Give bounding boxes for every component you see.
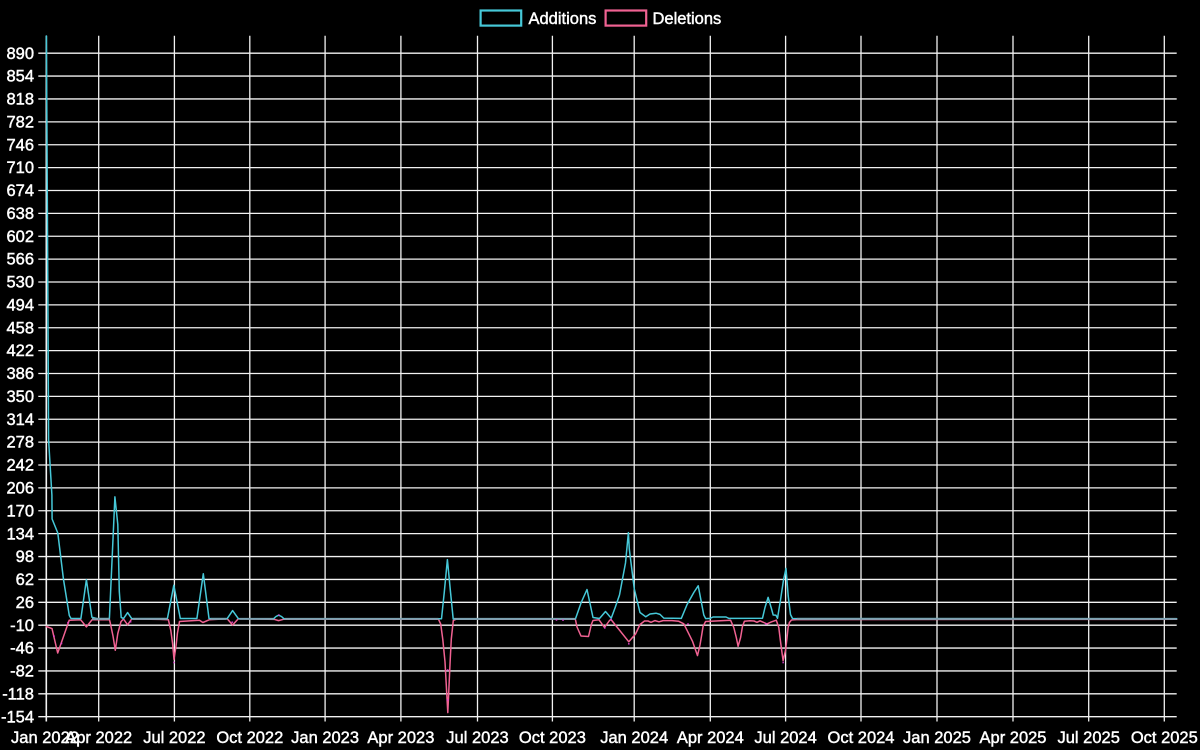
svg-text:Jan 2025: Jan 2025	[903, 729, 971, 747]
svg-text:Apr 2025: Apr 2025	[980, 729, 1047, 747]
svg-text:Oct 2025: Oct 2025	[1131, 729, 1198, 747]
svg-text:170: 170	[6, 502, 34, 520]
svg-text:458: 458	[6, 319, 34, 337]
svg-text:674: 674	[6, 182, 34, 200]
svg-text:242: 242	[6, 457, 34, 475]
svg-text:Jul 2024: Jul 2024	[754, 729, 816, 747]
svg-text:206: 206	[6, 480, 34, 498]
svg-text:Deletions: Deletions	[653, 10, 722, 28]
svg-text:350: 350	[6, 388, 34, 406]
svg-text:Jul 2022: Jul 2022	[143, 729, 205, 747]
svg-text:Jan 2024: Jan 2024	[600, 729, 668, 747]
svg-text:98: 98	[16, 548, 34, 566]
svg-text:Oct 2022: Oct 2022	[216, 729, 283, 747]
svg-text:-154: -154	[1, 708, 34, 726]
svg-text:890: 890	[6, 45, 34, 63]
svg-text:Jan 2023: Jan 2023	[291, 729, 359, 747]
svg-text:386: 386	[6, 365, 34, 383]
svg-text:Jul 2025: Jul 2025	[1058, 729, 1120, 747]
svg-text:Oct 2024: Oct 2024	[828, 729, 895, 747]
svg-text:Apr 2024: Apr 2024	[677, 729, 744, 747]
svg-text:422: 422	[6, 342, 34, 360]
svg-text:Additions: Additions	[529, 10, 597, 28]
svg-text:-10: -10	[10, 617, 34, 635]
svg-text:854: 854	[6, 68, 34, 86]
svg-text:62: 62	[16, 571, 34, 589]
svg-text:494: 494	[6, 296, 34, 314]
svg-text:134: 134	[6, 525, 34, 543]
svg-text:26: 26	[16, 594, 34, 612]
svg-text:278: 278	[6, 434, 34, 452]
svg-text:602: 602	[6, 228, 34, 246]
svg-text:Oct 2023: Oct 2023	[519, 729, 586, 747]
svg-text:566: 566	[6, 251, 34, 269]
svg-text:-118: -118	[2, 685, 34, 703]
svg-text:818: 818	[6, 91, 34, 109]
svg-text:530: 530	[6, 274, 34, 292]
svg-text:782: 782	[6, 113, 34, 131]
svg-text:Jul 2023: Jul 2023	[446, 729, 508, 747]
svg-text:314: 314	[6, 411, 34, 429]
svg-text:Jan 2022: Jan 2022	[11, 729, 79, 747]
svg-text:638: 638	[6, 205, 34, 223]
svg-text:Apr 2022: Apr 2022	[65, 729, 132, 747]
svg-text:-82: -82	[10, 663, 34, 681]
svg-text:Apr 2023: Apr 2023	[367, 729, 434, 747]
svg-text:-46: -46	[10, 640, 34, 658]
svg-text:710: 710	[6, 159, 34, 177]
svg-text:746: 746	[6, 136, 34, 154]
